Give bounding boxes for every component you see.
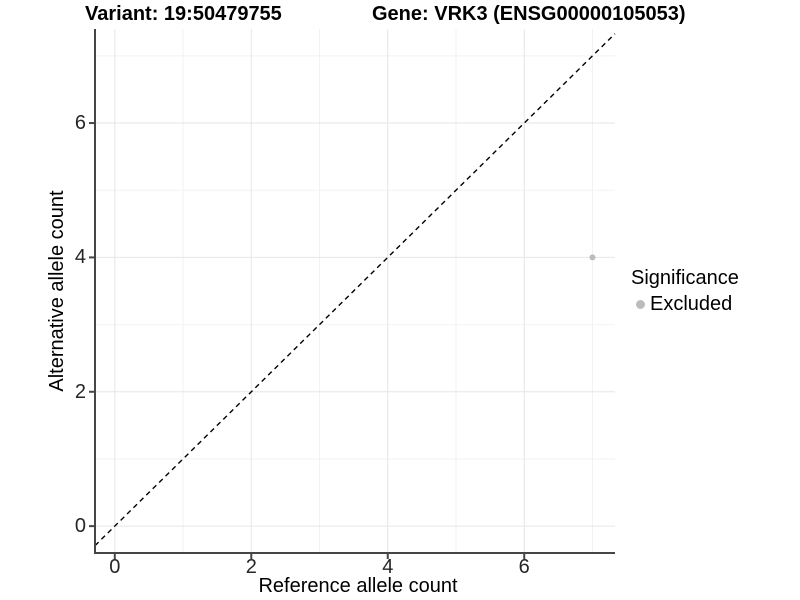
legend-item-label: Excluded bbox=[650, 293, 733, 315]
variant-title: Variant: 19:50479755 bbox=[85, 3, 282, 25]
x-axis-tick-label: 6 bbox=[518, 556, 530, 578]
y-axis-tick-label: 6 bbox=[74, 112, 86, 135]
legend: Significance Excluded bbox=[631, 266, 739, 316]
gene-title: Gene: VRK3 (ENSG00000105053) bbox=[372, 3, 686, 25]
x-axis-tick-label: 4 bbox=[382, 556, 394, 578]
y-axis-tick-label: 0 bbox=[74, 515, 86, 538]
x-axis-title: Reference allele count bbox=[258, 575, 458, 597]
y-axis-tick-label: 2 bbox=[74, 380, 86, 403]
legend-title: Significance bbox=[631, 267, 739, 289]
legend-item-excluded: Excluded bbox=[631, 292, 739, 316]
identity-reference-line bbox=[94, 33, 616, 547]
legend-point-icon bbox=[636, 299, 645, 309]
x-axis-tick-label: 0 bbox=[109, 556, 121, 578]
y-axis-title: Alternative allele count bbox=[46, 190, 68, 392]
x-axis-tick-label: 2 bbox=[245, 556, 257, 578]
data-point bbox=[589, 254, 596, 261]
y-axis-tick-label: 4 bbox=[74, 246, 86, 269]
